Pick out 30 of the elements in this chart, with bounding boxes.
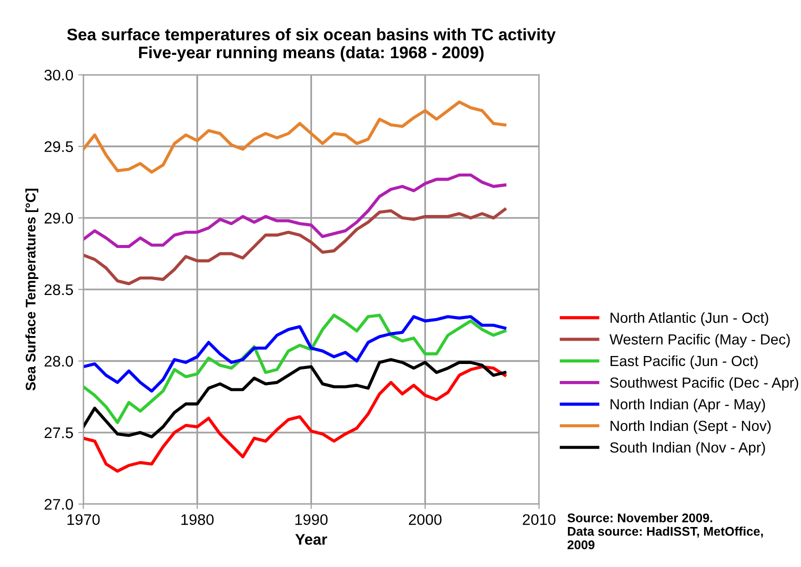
y-tick-label: 29.0 <box>44 212 73 224</box>
line-series <box>83 358 506 438</box>
x-axis-title: Year <box>295 534 328 545</box>
x-tick-label: 1970 <box>67 514 100 526</box>
y-tick-label: 28.0 <box>44 356 73 367</box>
y-tick-label: 29.5 <box>44 141 73 152</box>
line-series <box>83 314 506 424</box>
legend-label: North Atlantic (Jun - Oct) <box>610 312 768 326</box>
legend-label: Southwest Pacific (Dec - Apr) <box>610 377 798 391</box>
x-tick-label: 1990 <box>295 514 328 526</box>
legend-label: South Indian (Nov - Apr) <box>610 442 765 456</box>
chart-title: Sea surface temperatures of six ocean basins with TC activity Five-year running means (data: 1968 - 2009) <box>67 28 556 62</box>
line-series <box>83 315 506 393</box>
line-series <box>83 173 506 248</box>
line-series <box>83 100 506 174</box>
x-tick-label: 2010 <box>522 514 556 526</box>
y-tick-label: 27.0 <box>44 498 73 510</box>
source-note: Source: November 2009. Data source: HadISST, MetOffice, 2009 <box>567 513 763 550</box>
y-axis-title: Sea Surface Temperatures [°C] <box>25 188 38 391</box>
legend-label: Western Pacific (May - Dec) <box>610 334 790 348</box>
x-tick-label: 1980 <box>181 514 214 526</box>
legend-label: North Indian (Sept - Nov) <box>610 420 771 434</box>
legend-label: East Pacific (Jun - Oct) <box>610 355 758 370</box>
line-series <box>83 208 506 286</box>
line-series <box>83 365 506 473</box>
y-tick-label: 27.5 <box>44 427 73 438</box>
y-tick-label: 28.5 <box>44 284 73 296</box>
y-tick-label: 30.0 <box>44 70 73 81</box>
x-tick-label: 2000 <box>408 514 442 526</box>
legend-label: North Indian (Apr - May) <box>610 398 765 412</box>
